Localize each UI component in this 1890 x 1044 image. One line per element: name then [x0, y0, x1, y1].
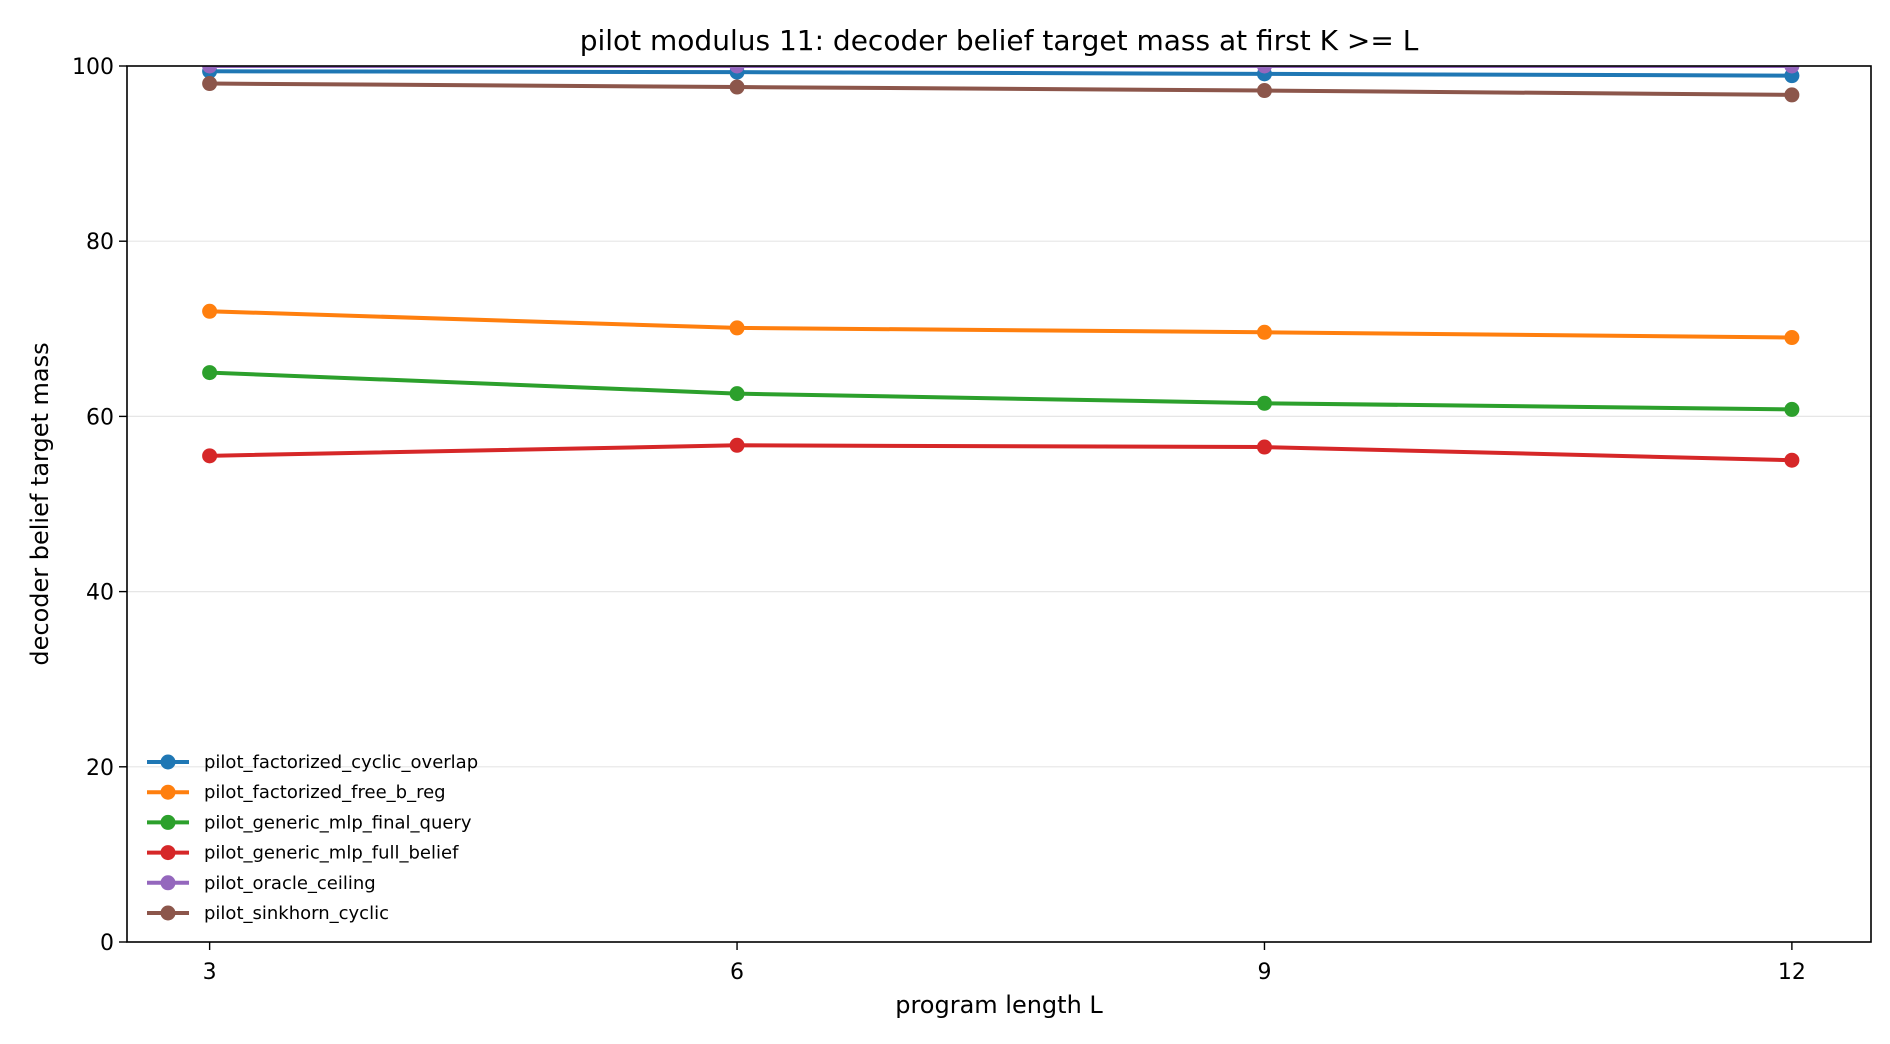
legend-label: pilot_oracle_ceiling [204, 873, 376, 894]
plot-frame [126, 65, 1872, 943]
series-layer [202, 66, 1800, 468]
legend-item: pilot_sinkhorn_cyclic [147, 903, 389, 924]
legend-label: pilot_factorized_cyclic_overlap [204, 752, 478, 773]
legend-swatch-marker [160, 754, 176, 770]
series-pilot_sinkhorn_cyclic [202, 76, 1800, 103]
data-point [202, 448, 218, 464]
y-tick-label: 0 [100, 931, 114, 956]
data-point [1784, 87, 1800, 103]
x-axis-ticks: 3 6 9 12 [203, 942, 1806, 985]
legend-swatch-marker [160, 784, 176, 800]
x-tick-label: 12 [1778, 960, 1806, 985]
data-point [1784, 330, 1800, 346]
data-point [202, 303, 218, 319]
legend-swatch-marker [160, 905, 176, 921]
y-tick-label: 60 [86, 405, 114, 430]
series-line [207, 370, 1794, 412]
data-point [202, 76, 218, 92]
legend-swatch-marker [160, 875, 176, 891]
legend-label: pilot_sinkhorn_cyclic [204, 903, 389, 924]
data-point [1784, 66, 1800, 74]
y-tick-label: 80 [86, 230, 114, 255]
x-tick-label: 3 [203, 960, 217, 985]
data-point [1256, 83, 1272, 99]
data-point [1784, 401, 1800, 417]
data-point [1256, 395, 1272, 411]
y-tick-label: 100 [72, 55, 114, 80]
series-line [207, 81, 1794, 97]
data-point [729, 320, 745, 336]
data-point [202, 66, 218, 74]
series-pilot_oracle_ceiling [202, 66, 1800, 74]
y-axis-label: decoder belief target mass [26, 342, 54, 665]
gridlines [127, 240, 1871, 768]
legend-item: pilot_oracle_ceiling [147, 873, 376, 894]
series-line [207, 69, 1794, 78]
series-pilot_generic_mlp_full_belief [202, 437, 1800, 468]
x-tick-label: 9 [1257, 960, 1271, 985]
legend-item: pilot_factorized_free_b_reg [147, 782, 446, 803]
y-axis-ticks: 0 20 40 60 80 100 [72, 55, 127, 956]
data-point [729, 79, 745, 95]
legend-swatch-marker [160, 814, 176, 830]
legend-label: pilot_factorized_free_b_reg [204, 782, 446, 803]
legend-item: pilot_generic_mlp_full_belief [147, 843, 459, 864]
legend-label: pilot_generic_mlp_final_query [204, 812, 472, 833]
series-line [207, 309, 1794, 340]
legend-label: pilot_generic_mlp_full_belief [204, 843, 459, 864]
chart-title: pilot modulus 11: decoder belief target … [580, 24, 1419, 57]
y-tick-label: 20 [86, 756, 114, 781]
legend-swatch-marker [160, 845, 176, 861]
data-point [1256, 324, 1272, 340]
data-point [1784, 452, 1800, 468]
data-point [1256, 439, 1272, 455]
data-point [202, 365, 218, 381]
data-point [729, 66, 745, 74]
data-point [1256, 66, 1272, 74]
data-point [729, 437, 745, 453]
legend: pilot_factorized_cyclic_overlap pilot_fac… [147, 752, 478, 924]
y-tick-label: 40 [86, 581, 114, 606]
legend-item: pilot_factorized_cyclic_overlap [147, 752, 478, 773]
legend-item: pilot_generic_mlp_final_query [147, 812, 472, 833]
x-axis-label: program length L [895, 991, 1103, 1019]
x-tick-label: 6 [730, 960, 744, 985]
series-pilot_generic_mlp_final_query [202, 365, 1800, 417]
series-line [207, 443, 1794, 463]
data-point [729, 386, 745, 402]
series-pilot_factorized_free_b_reg [202, 303, 1800, 346]
